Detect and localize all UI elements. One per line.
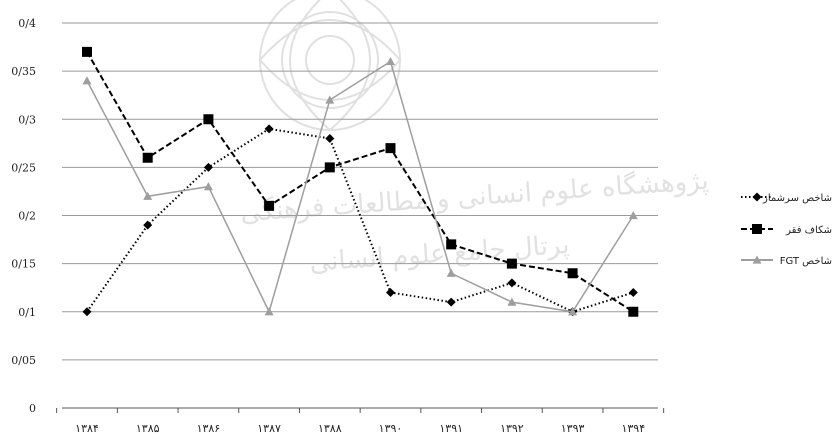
data-point <box>324 162 335 173</box>
data-point <box>386 288 395 297</box>
watermark: پژوهشگاه علوم انسانی و مطالعات فرهنگی پر… <box>239 0 710 278</box>
data-point <box>82 76 92 85</box>
data-point <box>446 239 457 250</box>
x-tick-label: ۱۳۹۰ <box>379 422 403 435</box>
data-point <box>264 307 274 316</box>
x-tick-label: ۱۳۸۵ <box>136 422 160 435</box>
legend-marker <box>752 255 762 264</box>
data-point <box>446 297 456 307</box>
series-line <box>86 127 634 313</box>
legend-item: شکاف فقر <box>741 224 832 236</box>
series-2 <box>82 46 639 317</box>
data-point <box>628 211 638 220</box>
legend-item: شاخص سرشمار <box>741 192 832 204</box>
axes: 0 0/05 0/1 0/15 0/2 0/25 0/3 0/35 0/4 ۱۳۸۴ ۱۳۸۵ ۱۳۸… <box>11 17 665 435</box>
series-3 <box>82 57 638 316</box>
data-point <box>142 152 153 163</box>
data-point <box>143 220 153 230</box>
x-tick-label: ۱۳۸۶ <box>197 422 221 435</box>
legend-item: شاخص FGT <box>741 255 832 267</box>
x-tick-label: ۱۳۹۲ <box>500 422 524 435</box>
y-tick-label: 0/35 <box>11 65 36 78</box>
data-point <box>628 306 639 317</box>
legend-label: شکاف فقر <box>785 225 832 236</box>
data-point <box>203 162 213 172</box>
y-tick-label: 0/25 <box>11 161 36 174</box>
data-point <box>143 191 153 200</box>
legend-marker <box>752 192 762 202</box>
data-point <box>567 268 578 279</box>
series-1 <box>82 124 638 317</box>
series-line <box>86 60 634 314</box>
data-point <box>203 182 213 191</box>
watermark-line1: پژوهشگاه علوم انسانی و مطالعات فرهنگی <box>239 165 709 229</box>
data-point <box>507 278 517 288</box>
data-point <box>264 124 274 134</box>
y-tick-label: 0/4 <box>18 17 36 30</box>
x-tick-label: ۱۳۸۷ <box>257 422 281 435</box>
watermark-logo <box>258 0 402 132</box>
y-tick-label: 0/15 <box>11 258 36 271</box>
x-tick-label: ۱۳۹۴ <box>621 422 645 435</box>
data-point <box>82 307 92 317</box>
data-point <box>386 57 395 66</box>
y-tick-label: 0/05 <box>11 354 36 367</box>
grid <box>62 22 658 361</box>
legend-label: شاخص سرشمار <box>762 193 832 204</box>
data-point <box>568 307 578 316</box>
y-tick-label: 0/2 <box>18 210 36 223</box>
data-point <box>507 297 517 306</box>
data-point <box>628 288 638 297</box>
data-point <box>325 134 335 143</box>
x-tick-label: ۱۳۹۱ <box>439 422 463 435</box>
watermark-line2: پرتال جامع علوم انسانی <box>309 230 571 278</box>
legend: شاخص سرشمار شکاف فقر شاخص FGT <box>741 192 832 267</box>
x-tick-label: ۱۳۹۳ <box>561 422 585 435</box>
y-tick-label: 0 <box>29 402 36 415</box>
legend-marker <box>752 224 762 234</box>
series-line <box>86 51 634 313</box>
data-point <box>82 46 92 57</box>
y-tick-label: 0/3 <box>18 113 36 126</box>
series-group <box>82 46 639 317</box>
x-tick-label: ۱۳۸۸ <box>318 422 342 435</box>
data-point <box>264 200 275 211</box>
data-point <box>446 268 456 277</box>
x-tick-label: ۱۳۸۴ <box>75 422 99 435</box>
data-point <box>506 258 517 269</box>
data-point <box>203 114 214 125</box>
data-point <box>385 143 396 154</box>
y-tick-label: 0/1 <box>18 306 36 319</box>
legend-label: شاخص FGT <box>780 256 832 267</box>
data-point <box>325 95 335 104</box>
